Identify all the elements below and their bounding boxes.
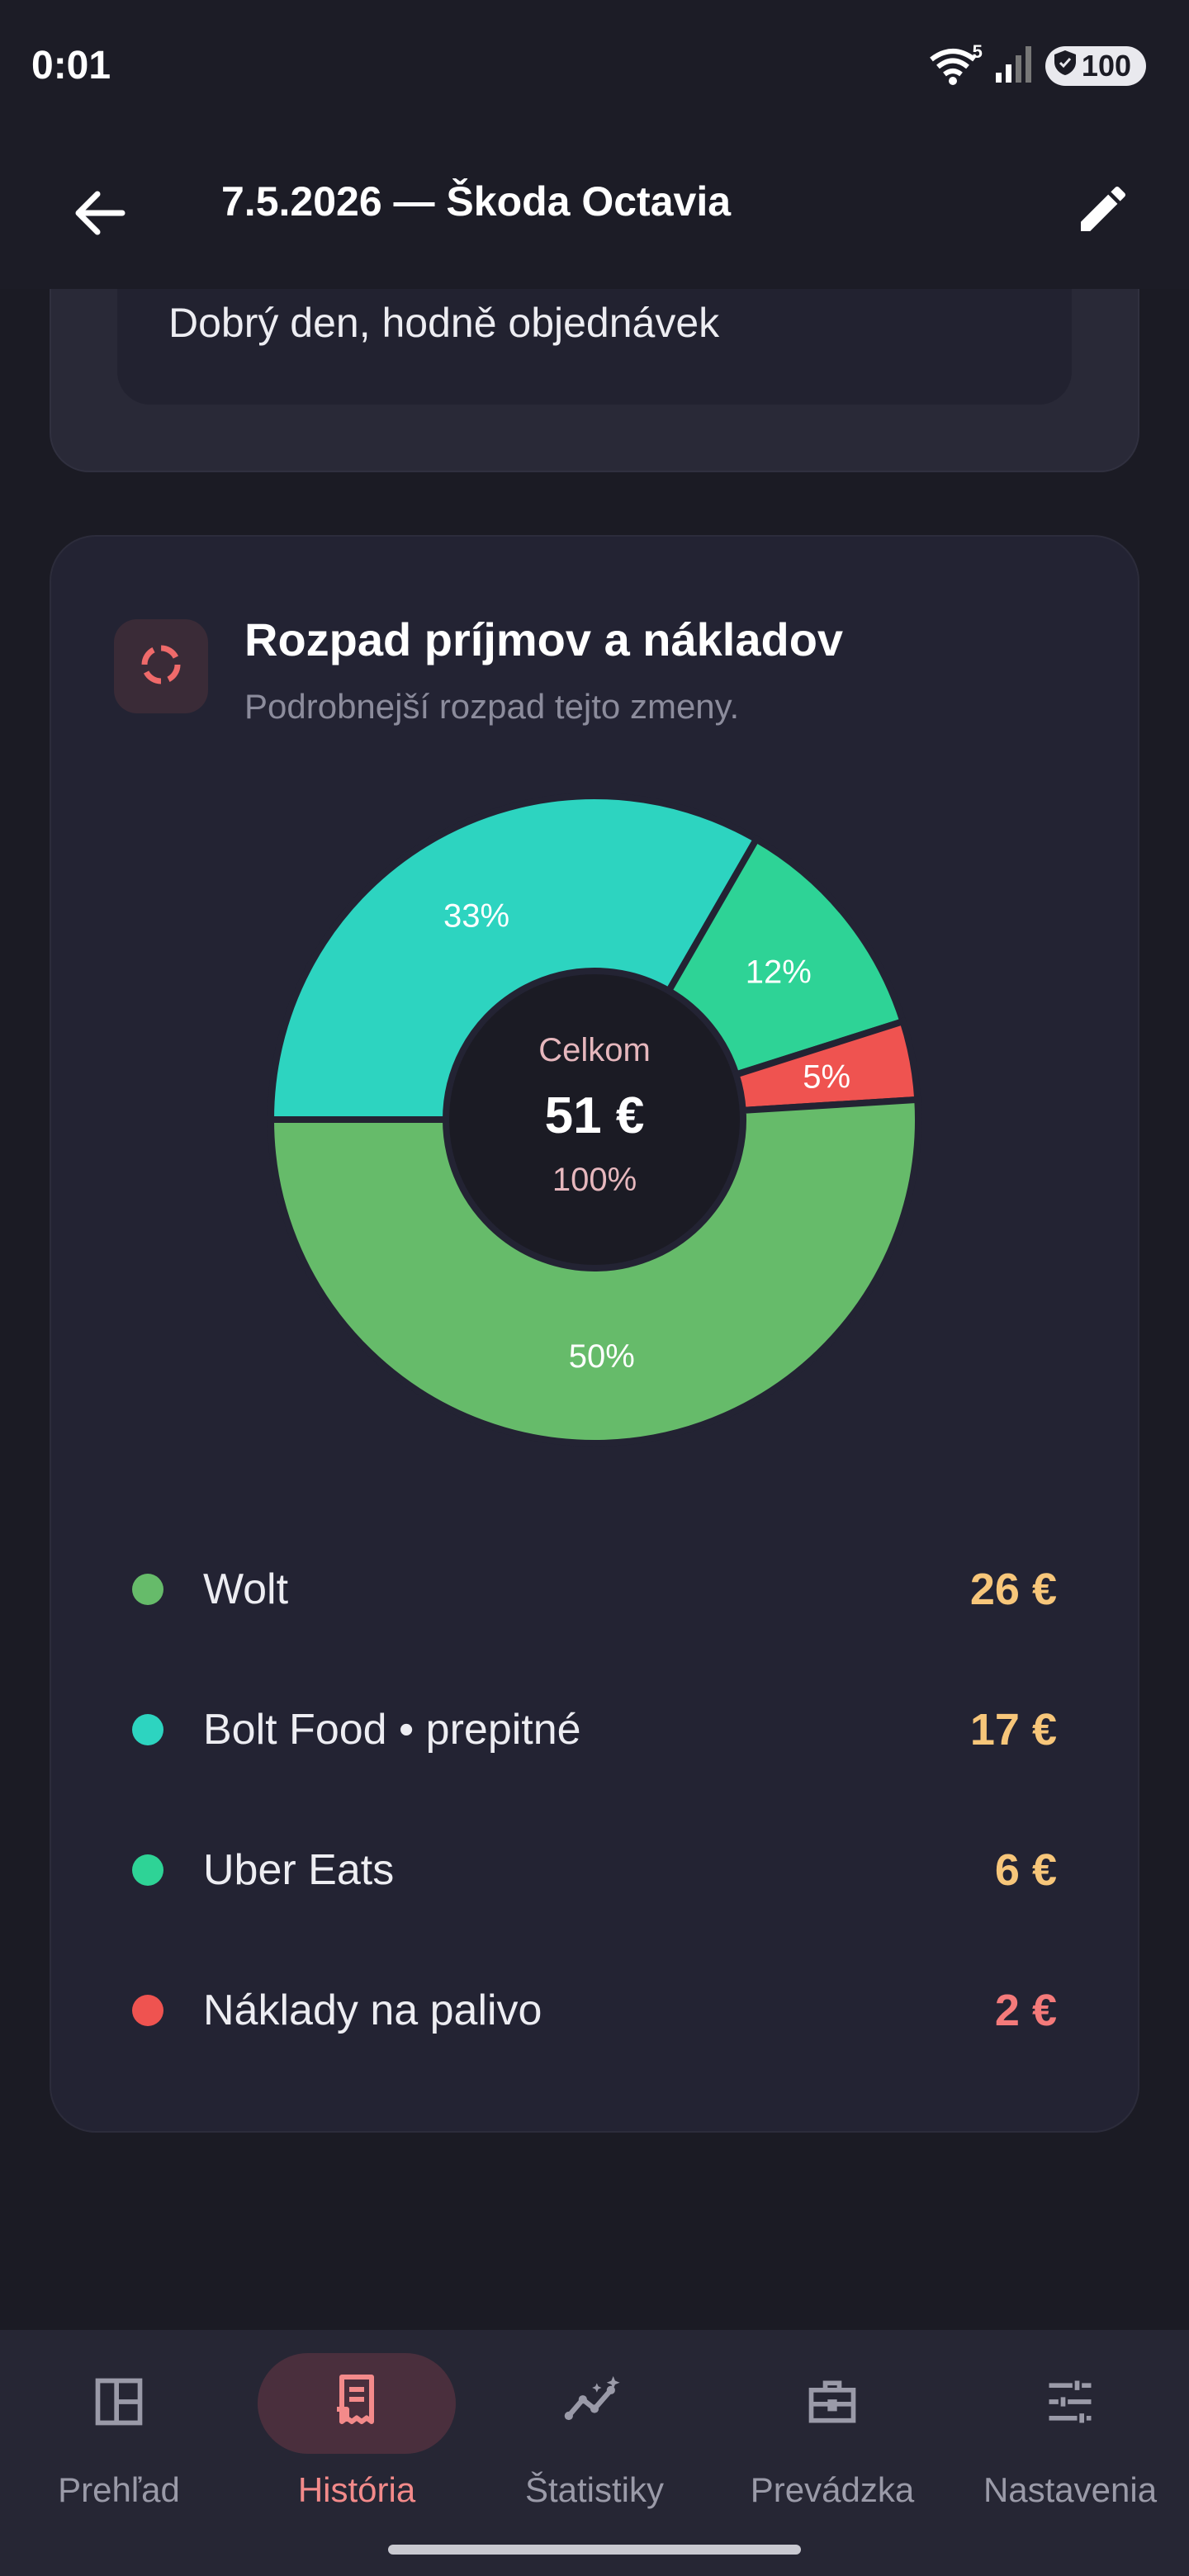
slice-percent-label: 50%: [569, 1338, 635, 1375]
card-subtitle: Podrobnejší rozpad tejto zmeny.: [244, 687, 740, 726]
chart-center-value: 51 €: [545, 1087, 645, 1144]
slice-percent-label: 33%: [443, 897, 509, 934]
nav-icon-container: [971, 2353, 1169, 2454]
shield-icon: [1054, 49, 1077, 83]
legend-item: Bolt Food • prepitné 17 €: [132, 1688, 1057, 1771]
wifi-badge: 5: [972, 40, 983, 62]
nav-icon-container: [20, 2353, 218, 2454]
status-icons: 5 100: [928, 41, 1146, 87]
legend-item: Náklady na palivo 2 €: [132, 1969, 1057, 2052]
page-title: 7.5.2026 — Škoda Octavia: [221, 178, 732, 225]
slice-percent-label: 5%: [803, 1058, 850, 1095]
legend-item: Uber Eats 6 €: [132, 1829, 1057, 1911]
legend-value: 6 €: [994, 1845, 1057, 1895]
legend-label: Bolt Food • prepitné: [203, 1706, 581, 1754]
slice-percent-label: 12%: [746, 954, 812, 991]
donut-slice: [267, 793, 761, 1123]
nav-label: Prehľad: [58, 2470, 180, 2509]
donut-slice: [664, 835, 907, 1079]
donut-hole: [449, 974, 740, 1265]
arrow-back-icon: [73, 190, 127, 240]
app-bar: [0, 132, 1189, 289]
home-indicator: [388, 2545, 801, 2555]
status-time: 0:01: [31, 44, 111, 88]
legend-dot: [132, 1574, 163, 1605]
legend-item: Wolt 26 €: [132, 1548, 1057, 1631]
card-title: Rozpad príjmov a nákladov: [244, 613, 844, 665]
nav-item-insights[interactable]: Štatistiky: [476, 2353, 713, 2518]
legend-dot: [132, 1714, 163, 1745]
status-bar: [0, 0, 1189, 132]
bottom-nav: [0, 2330, 1189, 2576]
battery-level: 100: [1081, 48, 1131, 83]
legend-dot: [132, 1995, 163, 2026]
legend-label: Uber Eats: [203, 1846, 395, 1894]
legend-value: 17 €: [969, 1705, 1057, 1754]
battery-indicator: 100: [1045, 45, 1146, 86]
briefcase-icon: [803, 2374, 861, 2434]
donut-icon: [136, 640, 186, 694]
donut-slice: [267, 1096, 921, 1447]
legend-label: Wolt: [203, 1565, 289, 1613]
tune-icon: [1042, 2374, 1098, 2434]
legend-dot: [132, 1854, 163, 1886]
nav-icon-container: [733, 2353, 931, 2454]
back-button[interactable]: [54, 169, 145, 260]
nav-label: Nastavenia: [983, 2470, 1158, 2509]
chart-center-label: Celkom: [538, 1032, 651, 1068]
note-text: Dobrý den, hodně objednávek: [168, 300, 720, 346]
nav-item-briefcase[interactable]: Prevádzka: [713, 2353, 951, 2518]
legend-value: 26 €: [969, 1565, 1057, 1614]
legend-value: 2 €: [994, 1986, 1057, 2035]
nav-label: Štatistiky: [524, 2470, 665, 2509]
wifi-icon: 5: [928, 41, 983, 86]
legend-label: Náklady na palivo: [203, 1986, 542, 2034]
nav-item-receipt[interactable]: História: [238, 2353, 476, 2518]
donut-icon-badge: [114, 619, 208, 713]
signal-icon: [994, 45, 1034, 87]
nav-label: Prevádzka: [750, 2470, 915, 2509]
nav-icon-container: [495, 2353, 694, 2454]
insights-icon: [563, 2374, 626, 2434]
dashboard-icon: [91, 2374, 147, 2434]
receipt-icon: [327, 2372, 386, 2436]
chart-center-percent: 100%: [552, 1162, 637, 1198]
nav-icon-container: [258, 2353, 456, 2454]
pencil-icon: [1073, 179, 1133, 243]
nav-item-tune[interactable]: Nastavenia: [951, 2353, 1189, 2518]
nav-item-dashboard[interactable]: Prehľad: [0, 2353, 238, 2518]
donut-chart: 33% 12% 5% 50% Celkom 51 € 100%: [267, 793, 921, 1447]
edit-button[interactable]: [1054, 161, 1153, 260]
nav-label: História: [297, 2470, 416, 2509]
